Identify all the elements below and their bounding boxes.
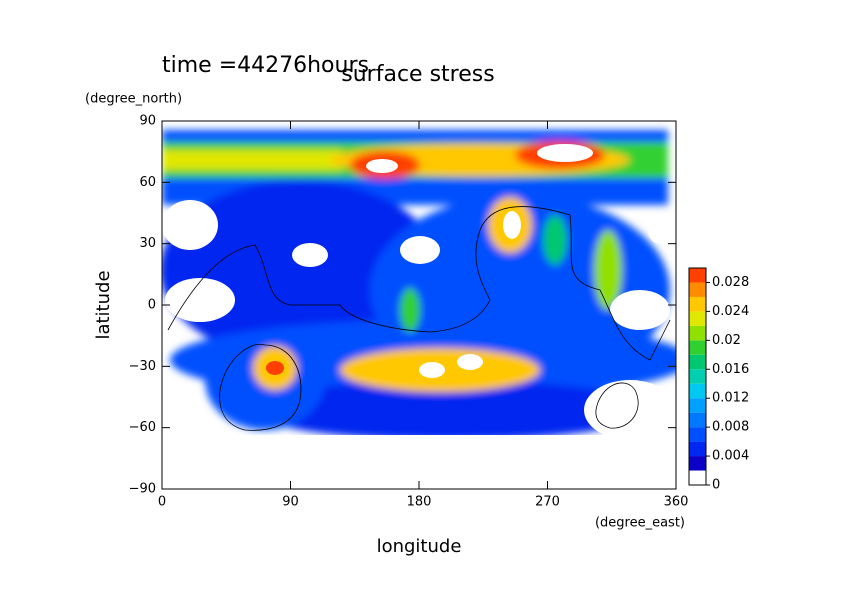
y-tick-label: 0	[148, 298, 156, 313]
colorbar-band	[689, 383, 706, 399]
colorbar-band	[689, 470, 706, 485]
colorbar-band	[689, 441, 706, 457]
chart-title: surface stress	[341, 62, 494, 87]
y-tick-label: −30	[129, 359, 156, 374]
x-tick-label: 0	[158, 495, 166, 510]
x-tick-label: 180	[407, 495, 432, 510]
colorbar-band	[689, 427, 706, 442]
contour-field	[162, 130, 676, 489]
x-unit: (degree_east)	[595, 516, 685, 531]
x-tick-label: 270	[535, 495, 560, 510]
colorbar-band	[689, 268, 706, 283]
x-tick-label: 90	[282, 495, 299, 510]
colorbar-tick-label: 0.008	[712, 420, 749, 435]
colorbar-frame	[688, 267, 707, 486]
colorbar-band	[689, 296, 706, 312]
colorbar-band	[689, 354, 706, 370]
y-tick-label: 90	[139, 114, 156, 129]
y-tick-label: −90	[129, 482, 156, 497]
colorbar-tick-label: 0.024	[712, 304, 749, 319]
colorbar-tick-label: 0.02	[712, 333, 741, 348]
y-tick-label: −60	[129, 420, 156, 435]
colorbar-tick-label: 0.028	[712, 275, 749, 290]
y-unit: (degree_north)	[85, 92, 182, 107]
y-tick-label: 30	[139, 236, 156, 251]
colorbar-band	[689, 282, 706, 297]
colorbar-band	[689, 412, 706, 428]
colorbar-tick-label: 0.012	[712, 391, 749, 406]
colorbar-band	[689, 369, 706, 384]
subtitle: time =44276hours	[162, 53, 369, 78]
colorbar-band	[689, 340, 706, 355]
y-tick-label: 60	[139, 175, 156, 190]
colorbar-band	[689, 456, 706, 471]
x-tick-label: 360	[664, 495, 689, 510]
colorbar-band	[689, 311, 706, 326]
y-label: latitude	[93, 270, 114, 339]
colorbar-tick-label: 0	[712, 478, 720, 493]
x-label: longitude	[377, 536, 462, 557]
colorbar-band	[689, 325, 706, 341]
colorbar-band	[689, 398, 706, 413]
colorbar-tick-label: 0.016	[712, 362, 749, 377]
colorbar-tick-label: 0.004	[712, 449, 749, 464]
